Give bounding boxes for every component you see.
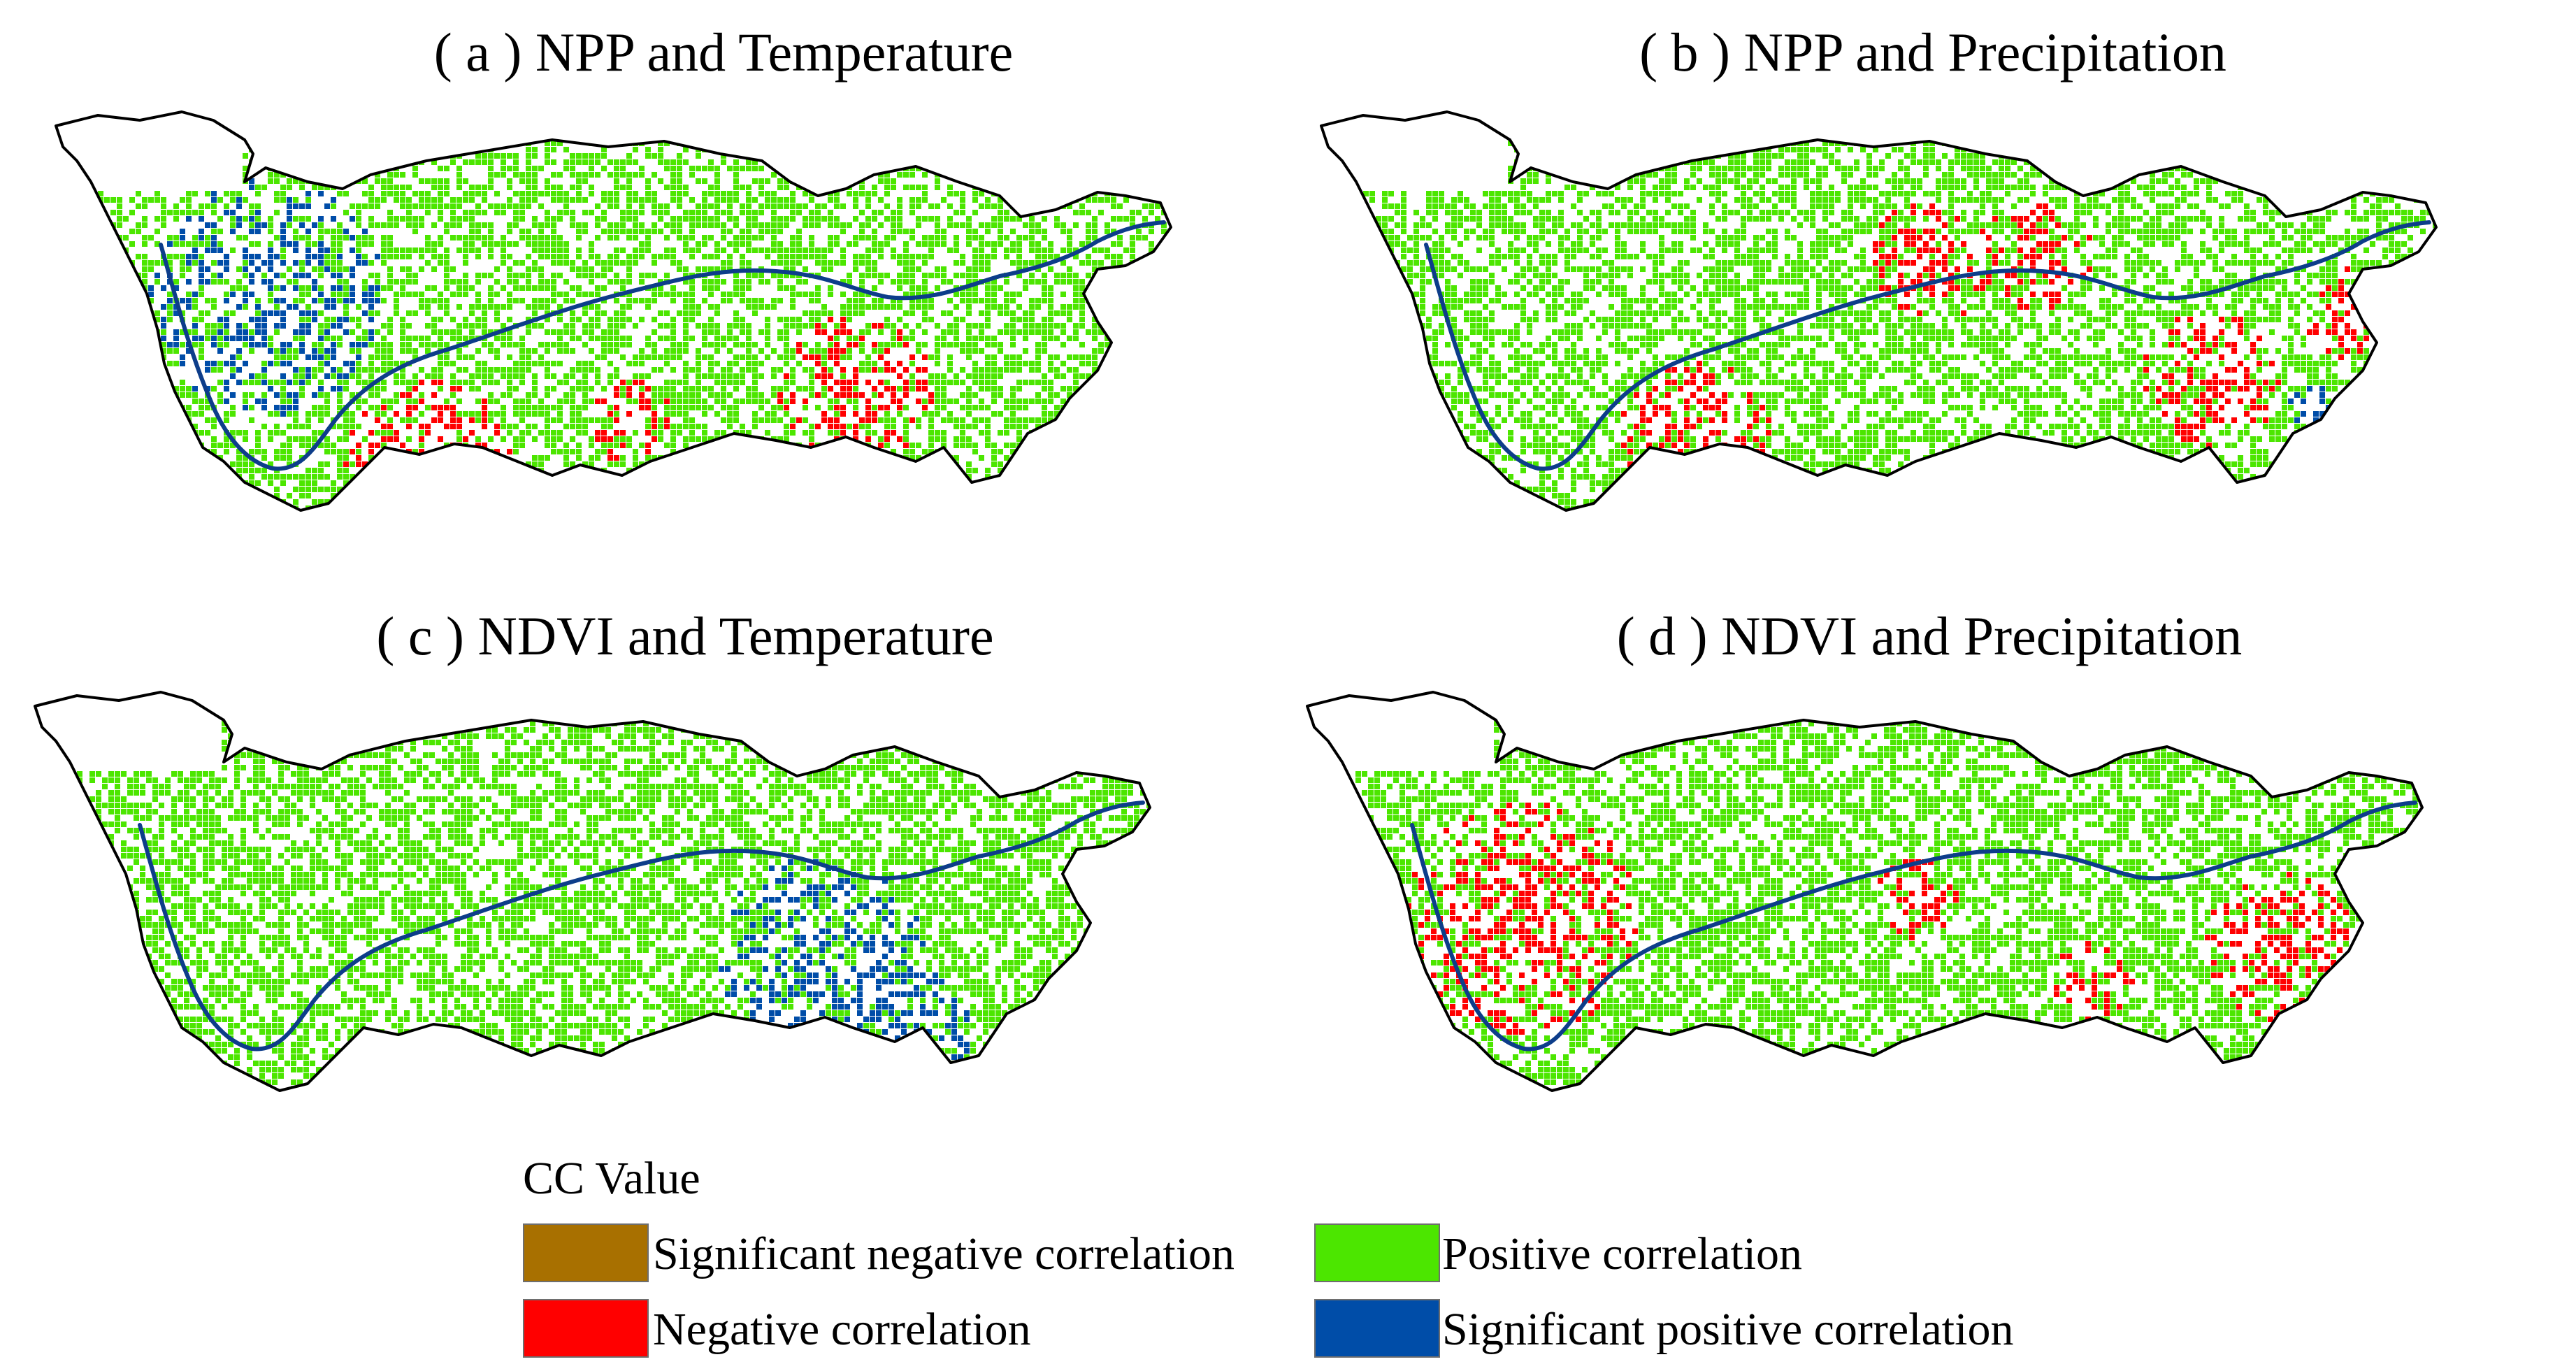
map-panel-b <box>1320 110 2438 512</box>
basin-outline <box>1320 110 2438 512</box>
panel-title-b: ( b ) NPP and Precipitation <box>1290 21 2576 84</box>
map-panel-d <box>1306 691 2424 1092</box>
legend-title: CC Value <box>523 1151 700 1207</box>
panel-title-a: ( a ) NPP and Temperature <box>80 21 1367 84</box>
yangtze-river <box>1410 801 2417 1051</box>
correlation-pixels <box>1307 692 2422 1091</box>
legend-swatch-significant-negative <box>523 1223 649 1282</box>
panel-title-c: ( c ) NDVI and Temperature <box>42 605 1328 668</box>
yangtze-river <box>1424 220 2431 471</box>
legend-swatch-negative <box>523 1299 649 1358</box>
legend-label-significant-negative: Significant negative correlation <box>653 1226 1235 1282</box>
correlation-pixels <box>56 112 1171 510</box>
map-panel-a <box>55 110 1172 512</box>
legend-label-negative: Negative correlation <box>653 1302 1031 1358</box>
legend-label-significant-positive: Significant positive correlation <box>1442 1302 2013 1358</box>
legend-label-positive: Positive correlation <box>1442 1226 1802 1282</box>
basin-outline <box>55 110 1172 512</box>
legend-swatch-positive <box>1314 1223 1440 1282</box>
basin-outline <box>1306 691 2424 1092</box>
correlation-pixels <box>35 692 1150 1091</box>
yangtze-river <box>138 801 1145 1051</box>
map-panel-c <box>34 691 1151 1092</box>
panel-title-d: ( d ) NDVI and Precipitation <box>1286 605 2573 668</box>
legend-swatch-significant-positive <box>1314 1299 1440 1358</box>
yangtze-river <box>159 220 1166 471</box>
basin-outline <box>34 691 1151 1092</box>
correlation-pixels <box>1321 112 2436 510</box>
